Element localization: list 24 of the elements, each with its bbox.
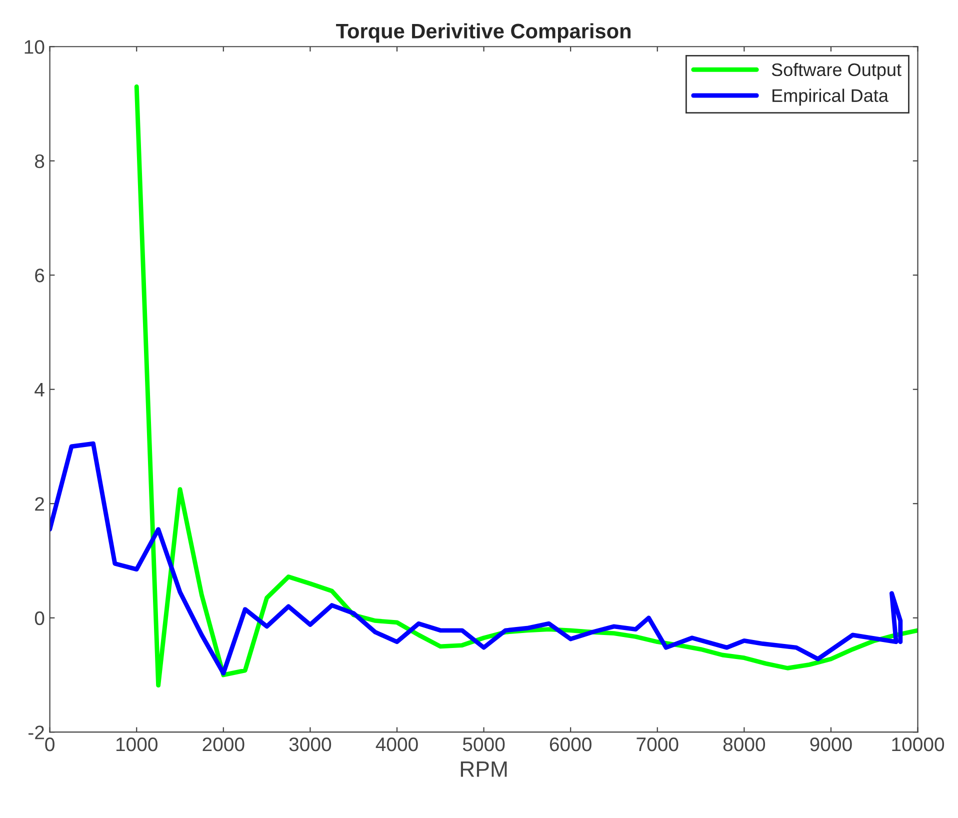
y-tick-label: 8 bbox=[34, 154, 44, 168]
x-tick-label: 7000 bbox=[636, 737, 678, 752]
line-series bbox=[50, 441, 903, 676]
legend-label: Software Output bbox=[772, 62, 902, 80]
x-tick-label: 9000 bbox=[810, 737, 852, 752]
x-tick-label: 1000 bbox=[116, 737, 158, 752]
x-tick-label: 4000 bbox=[376, 737, 418, 752]
y-tick-label: 0 bbox=[34, 611, 44, 626]
y-tick-label: 4 bbox=[34, 383, 44, 396]
x-tick-label: 8000 bbox=[723, 737, 766, 752]
y-tick-label: 6 bbox=[35, 268, 44, 282]
legend-label: Empirical Data bbox=[772, 88, 888, 106]
y-tick-label: -2 bbox=[28, 726, 44, 740]
x-tick-label: 2000 bbox=[202, 737, 244, 752]
chart-title: Torque Derivitive Comparison bbox=[336, 23, 630, 43]
x-tick-label: 6000 bbox=[550, 737, 592, 752]
y-tick-label: 2 bbox=[35, 497, 44, 511]
y-tick-label: 10 bbox=[24, 40, 44, 54]
x-tick-label: 0 bbox=[45, 737, 54, 752]
x-tick-label: 5000 bbox=[462, 737, 505, 752]
line-series bbox=[134, 84, 918, 688]
x-tick-label: 10000 bbox=[892, 737, 944, 752]
x-axis-title: RPM bbox=[460, 761, 507, 777]
x-tick-label: 3000 bbox=[289, 737, 332, 752]
